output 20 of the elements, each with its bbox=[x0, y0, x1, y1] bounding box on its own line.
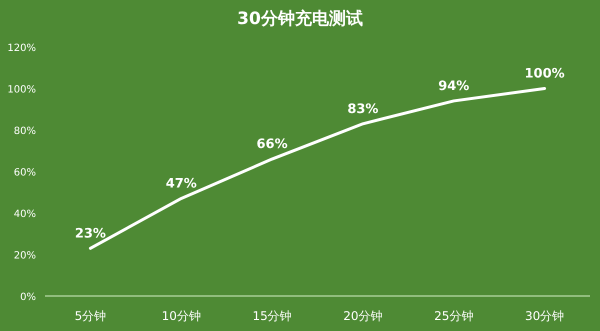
y-tick-label: 0% bbox=[20, 292, 36, 303]
x-tick-label: 5分钟 bbox=[74, 309, 106, 323]
data-label: 94% bbox=[438, 78, 470, 94]
y-tick-label: 100% bbox=[7, 84, 36, 96]
data-label: 47% bbox=[166, 176, 197, 192]
x-tick-label: 30分钟 bbox=[524, 309, 564, 323]
x-tick-label: 20分钟 bbox=[343, 309, 383, 323]
y-tick-label: 60% bbox=[14, 168, 36, 178]
data-label: 23% bbox=[74, 226, 106, 242]
y-tick-label: 80% bbox=[14, 126, 36, 137]
chart-title: 30分钟充电测试 bbox=[237, 9, 363, 29]
x-tick-label: 10分钟 bbox=[162, 309, 201, 323]
data-label: 100% bbox=[524, 66, 565, 82]
data-label: 66% bbox=[256, 137, 288, 152]
y-tick-label: 20% bbox=[14, 250, 36, 262]
data-label: 83% bbox=[347, 102, 378, 117]
y-tick-label: 120% bbox=[7, 43, 36, 54]
y-tick-label: 40% bbox=[14, 209, 36, 220]
x-tick-label: 25分钟 bbox=[434, 309, 474, 323]
x-tick-label: 15分钟 bbox=[252, 309, 292, 323]
